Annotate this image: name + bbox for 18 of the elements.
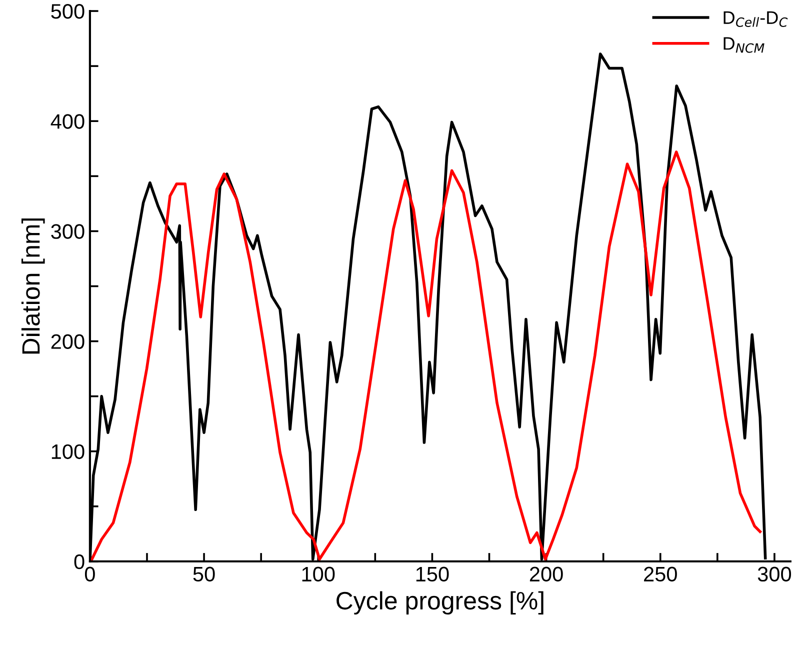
- x-tick-label: 0: [84, 566, 95, 582]
- y-tick-label: 100: [52, 444, 84, 460]
- x-axis-title: Cycle progress [%]: [336, 591, 544, 615]
- x-tick-label: 100: [302, 566, 335, 582]
- legend-label: D$_{Cell}$-D$_{C}$: [724, 11, 788, 27]
- y-tick-label: 200: [51, 334, 84, 349]
- legend-label: D$_{NCM}$: [724, 37, 764, 53]
- y-tick-label: 0: [74, 554, 84, 570]
- x-tick-label: 150: [416, 566, 449, 582]
- line-series: [90, 150, 762, 562]
- y-tick-label: 400: [50, 114, 84, 129]
- x-tick-label: 50: [193, 566, 215, 582]
- y-axis-title: Dilation [nm]: [21, 218, 45, 354]
- y-tick-label: 500: [51, 4, 84, 19]
- x-tick-label: 200: [530, 566, 563, 582]
- x-tick-label: 250: [644, 566, 677, 582]
- y-tick-label: 300: [51, 224, 84, 239]
- x-tick-label: 300: [758, 566, 792, 582]
